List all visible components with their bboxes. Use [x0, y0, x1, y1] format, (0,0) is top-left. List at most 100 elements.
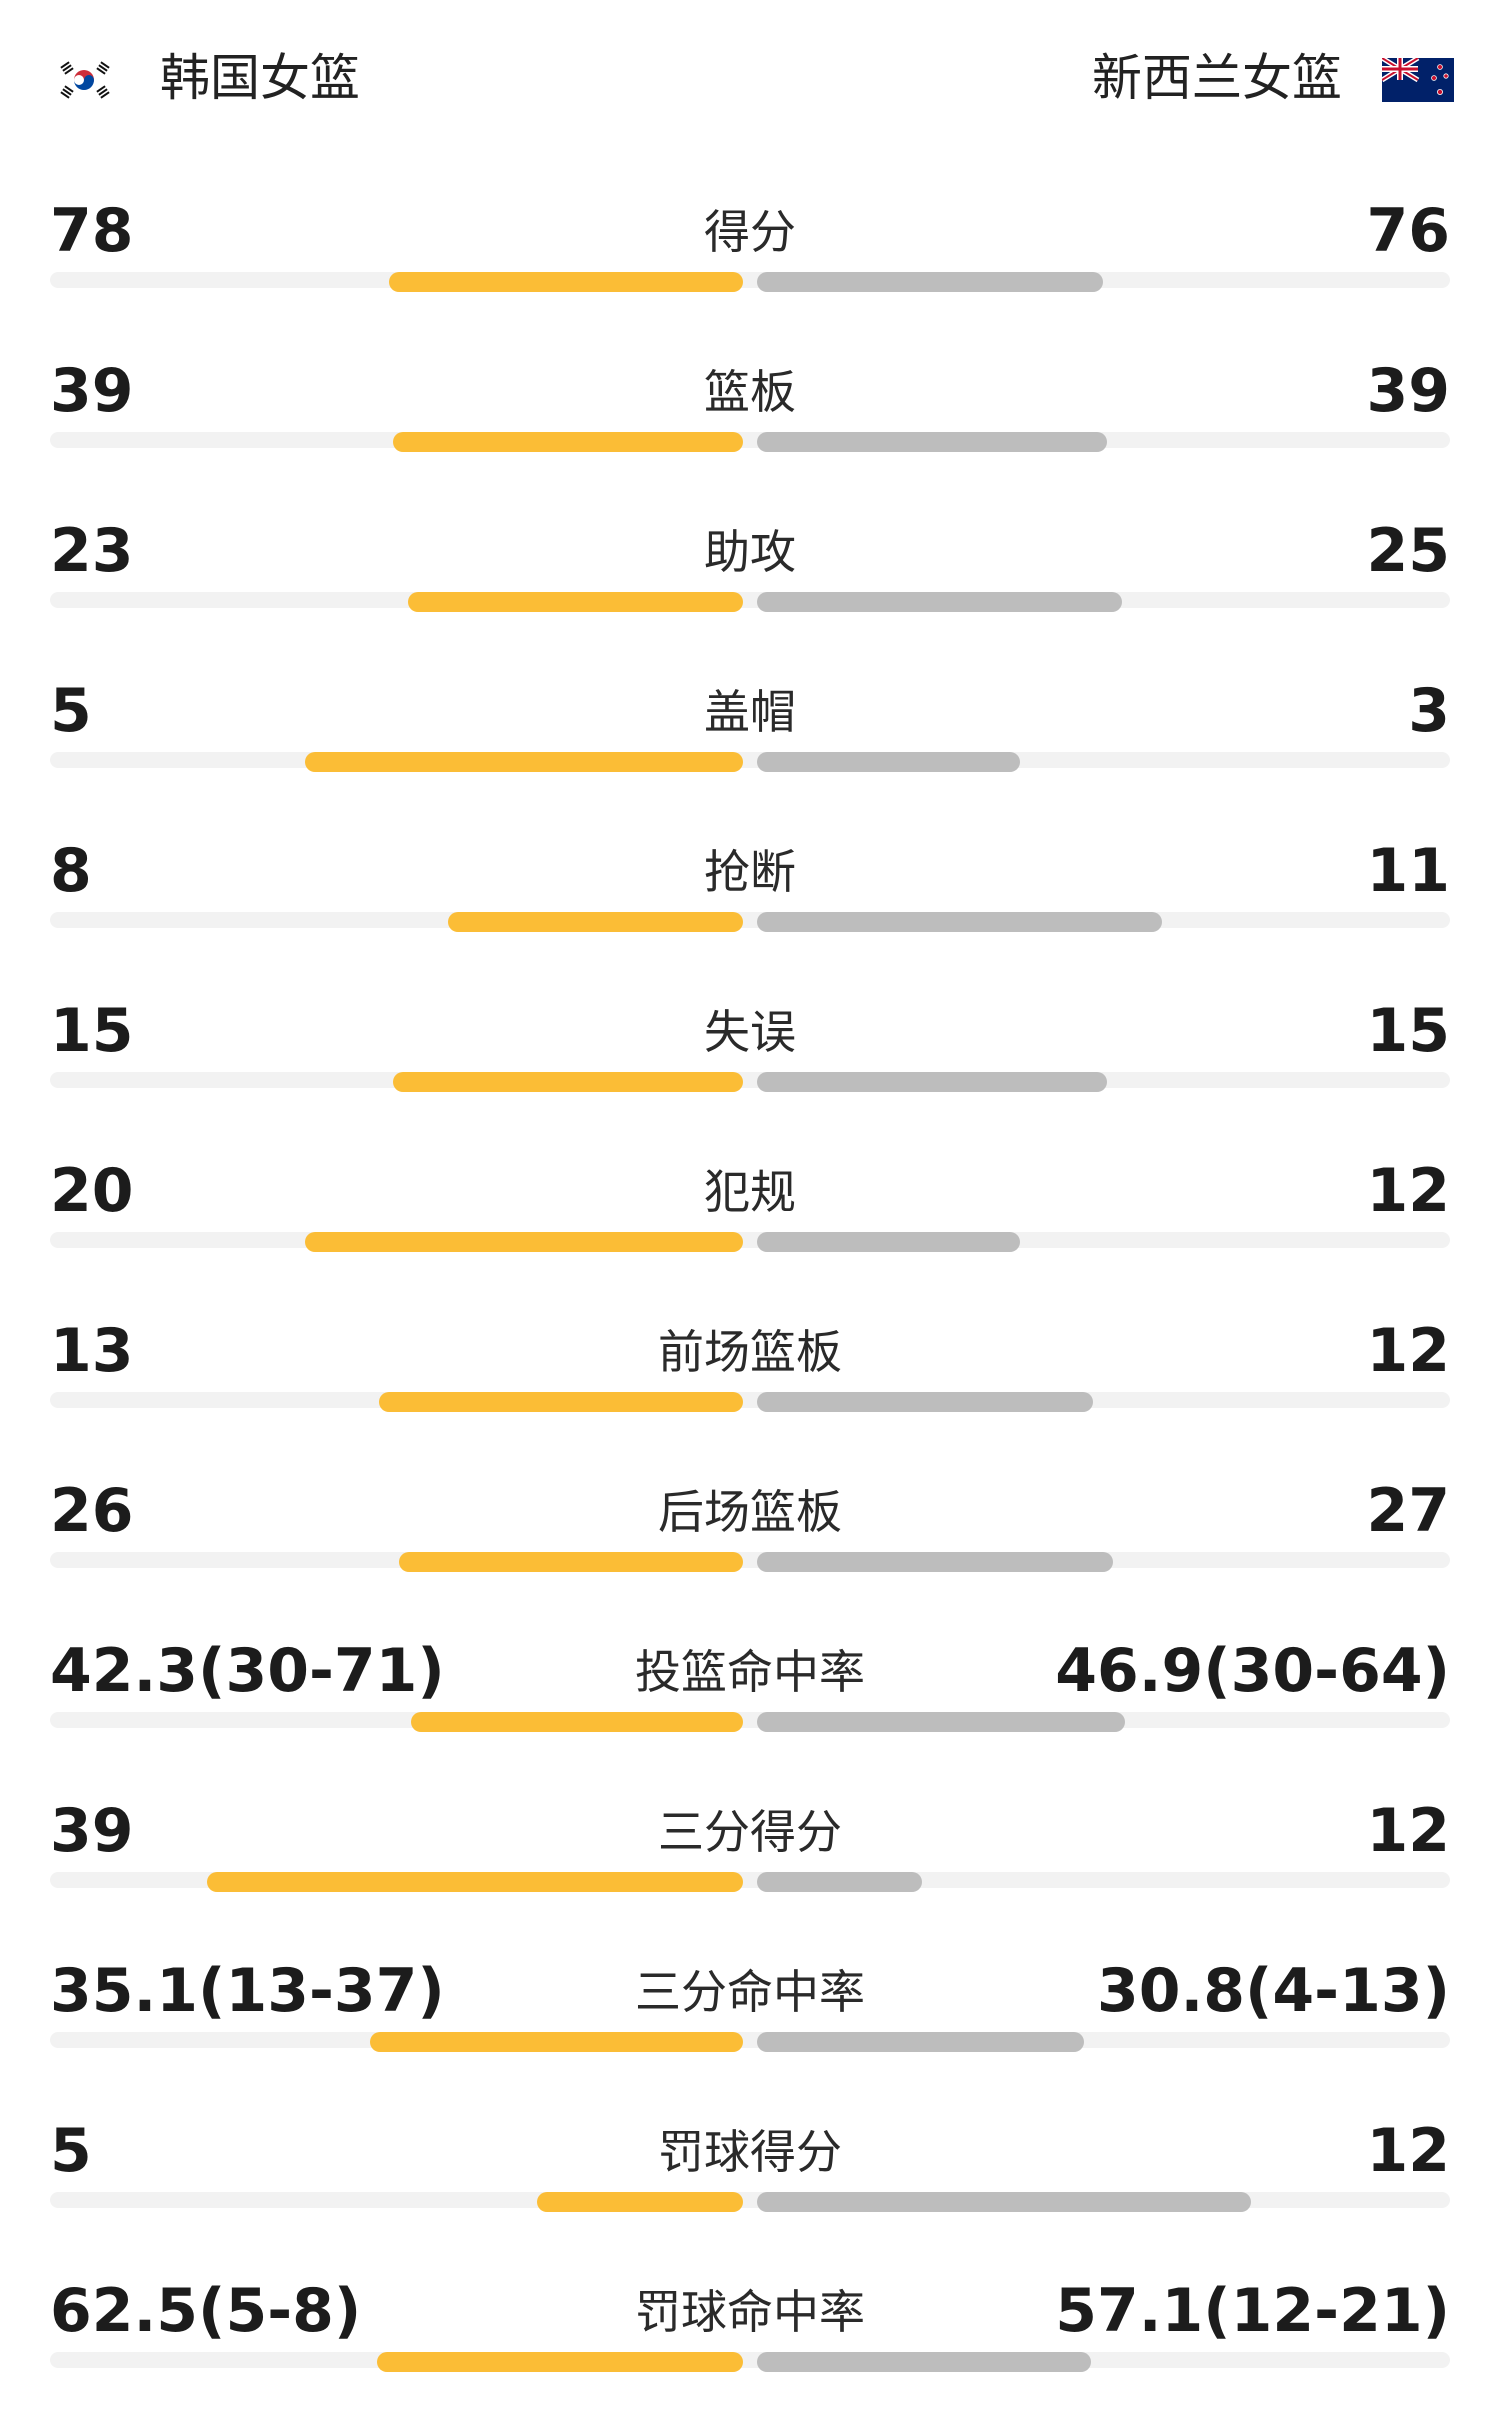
- home-stat-bar: [537, 2192, 743, 2212]
- away-stat-bar: [757, 1232, 1020, 1252]
- stat-label: 罚球得分: [658, 2125, 842, 2179]
- stat-label: 罚球命中率: [635, 2285, 865, 2339]
- away-value: 39: [1366, 356, 1451, 426]
- home-stat-bar: [448, 912, 743, 932]
- stat-row: 15 失误 15: [0, 996, 1500, 1156]
- home-value: 5: [50, 2116, 92, 2186]
- away-stat-bar: [757, 1552, 1113, 1572]
- away-stat-bar: [757, 912, 1162, 932]
- stat-bar-track: [50, 752, 1450, 768]
- away-value: 12: [1366, 1796, 1451, 1866]
- away-stat-bar: [757, 1392, 1093, 1412]
- home-value: 15: [50, 996, 134, 1066]
- stat-label: 篮板: [704, 365, 796, 419]
- away-stat-bar: [757, 1712, 1125, 1732]
- stat-row: 8 抢断 11: [0, 836, 1500, 996]
- away-value: 15: [1366, 996, 1451, 1066]
- home-stat-bar: [370, 2032, 743, 2052]
- stat-bar-track: [50, 432, 1450, 448]
- stat-bar-track: [50, 1552, 1450, 1568]
- away-stat-bar: [757, 272, 1103, 292]
- away-value: 27: [1366, 1476, 1451, 1546]
- team-header: 韩国女篮 新西兰女篮: [0, 0, 1500, 150]
- home-stat-bar: [305, 752, 743, 772]
- home-value: 5: [50, 676, 92, 746]
- away-value: 25: [1366, 516, 1451, 586]
- stat-row: 5 罚球得分 12: [0, 2116, 1500, 2276]
- stat-label: 三分命中率: [635, 1965, 865, 2019]
- home-value: 62.5(5-8): [50, 2276, 362, 2346]
- home-value: 42.3(30-71): [50, 1636, 445, 1706]
- home-stat-bar: [389, 272, 743, 292]
- stat-label: 投篮命中率: [635, 1645, 865, 1699]
- away-stat-bar: [757, 592, 1122, 612]
- away-stat-bar: [757, 2192, 1251, 2212]
- home-team-name: 韩国女篮: [160, 49, 360, 107]
- away-value: 57.1(12-21): [1055, 2276, 1450, 2346]
- home-value: 13: [50, 1316, 134, 1386]
- home-value: 23: [50, 516, 134, 586]
- home-value: 35.1(13-37): [50, 1956, 445, 2026]
- away-team-name: 新西兰女篮: [1092, 49, 1342, 107]
- stat-row: 42.3(30-71) 投篮命中率 46.9(30-64): [0, 1636, 1500, 1796]
- away-stat-bar: [757, 752, 1020, 772]
- home-stat-bar: [377, 2352, 743, 2372]
- home-stat-bar: [408, 592, 743, 612]
- home-stat-bar: [393, 1072, 743, 1092]
- home-value: 8: [50, 836, 92, 906]
- away-stat-bar: [757, 1872, 922, 1892]
- home-stat-bar: [305, 1232, 743, 1252]
- stat-label: 盖帽: [704, 685, 796, 739]
- home-value: 20: [50, 1156, 134, 1226]
- stat-label: 前场篮板: [658, 1325, 842, 1379]
- stat-label: 助攻: [704, 525, 796, 579]
- new-zealand-flag-icon: [1382, 58, 1454, 102]
- stat-row: 5 盖帽 3: [0, 676, 1500, 836]
- away-value: 30.8(4-13): [1096, 1956, 1450, 2026]
- stat-row: 62.5(5-8) 罚球命中率 57.1(12-21): [0, 2276, 1500, 2436]
- away-value: 46.9(30-64): [1055, 1636, 1450, 1706]
- stat-bar-track: [50, 1232, 1450, 1248]
- away-stat-bar: [757, 1072, 1107, 1092]
- south-korea-flag-icon: [56, 56, 112, 104]
- stat-row: 78 得分 76: [0, 196, 1500, 356]
- stat-bar-track: [50, 1072, 1450, 1088]
- stat-bar-track: [50, 1712, 1450, 1728]
- stat-row: 26 后场篮板 27: [0, 1476, 1500, 1636]
- stat-row: 23 助攻 25: [0, 516, 1500, 676]
- away-stat-bar: [757, 2352, 1091, 2372]
- stat-bar-track: [50, 2032, 1450, 2048]
- home-stat-bar: [393, 432, 743, 452]
- stat-bar-track: [50, 1392, 1450, 1408]
- stat-label: 得分: [704, 205, 796, 259]
- away-value: 12: [1366, 2116, 1451, 2186]
- stat-bar-track: [50, 2352, 1450, 2368]
- stat-row: 20 犯规 12: [0, 1156, 1500, 1316]
- home-value: 78: [50, 196, 134, 266]
- stat-label: 抢断: [704, 845, 796, 899]
- stat-label: 三分得分: [658, 1805, 842, 1859]
- home-value: 39: [50, 1796, 134, 1866]
- stat-label: 犯规: [704, 1165, 796, 1219]
- home-stat-bar: [207, 1872, 743, 1892]
- away-value: 12: [1366, 1156, 1451, 1226]
- stat-row: 39 篮板 39: [0, 356, 1500, 516]
- stat-row: 13 前场篮板 12: [0, 1316, 1500, 1476]
- stat-bar-track: [50, 912, 1450, 928]
- stat-bar-track: [50, 592, 1450, 608]
- home-stat-bar: [411, 1712, 743, 1732]
- away-value: 3: [1408, 676, 1450, 746]
- away-value: 76: [1366, 196, 1451, 266]
- home-value: 39: [50, 356, 134, 426]
- away-stat-bar: [757, 432, 1107, 452]
- stat-row: 35.1(13-37) 三分命中率 30.8(4-13): [0, 1956, 1500, 2116]
- stat-label: 失误: [704, 1005, 796, 1059]
- stat-bar-track: [50, 272, 1450, 288]
- away-value: 11: [1366, 836, 1451, 906]
- stat-label: 后场篮板: [658, 1485, 842, 1539]
- away-stat-bar: [757, 2032, 1084, 2052]
- stat-row: 39 三分得分 12: [0, 1796, 1500, 1956]
- home-stat-bar: [379, 1392, 743, 1412]
- home-value: 26: [50, 1476, 134, 1546]
- home-stat-bar: [399, 1552, 743, 1572]
